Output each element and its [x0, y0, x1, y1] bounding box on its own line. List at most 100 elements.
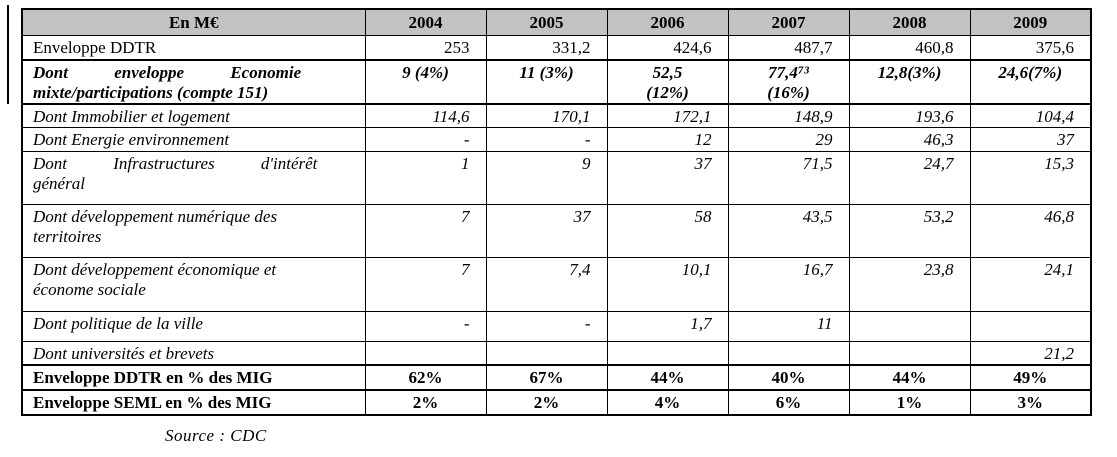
cell-value [727, 340, 850, 365]
row-infrastructures: Dont Infrastructures d'intérêt général 1… [21, 150, 1092, 205]
cell-value: 2% [485, 388, 608, 415]
page-edge-artifact-line [7, 5, 9, 104]
header-cell-year: 2006 [606, 8, 729, 36]
cell-value: 148,9 [727, 103, 850, 128]
cell-value: 9 [485, 150, 608, 205]
cell-value: 6% [727, 388, 850, 415]
cell-value: 170,1 [485, 103, 608, 128]
cell-value: 44% [848, 363, 971, 390]
cell-value: 71,5 [727, 150, 850, 205]
cell-value: 24,7 [848, 150, 971, 205]
cell-value: 11 (3%) [485, 59, 608, 105]
cell-value: 114,6 [364, 103, 487, 128]
row-immobilier: Dont Immobilier et logement 114,6 170,1 … [21, 103, 1092, 128]
cell-value: 29 [727, 126, 850, 152]
row-label: Enveloppe SEML en % des MIG [21, 388, 366, 415]
cell-value: 12 [606, 126, 729, 152]
cell-value: 44% [606, 363, 729, 390]
cell-value: 253 [364, 35, 487, 61]
row-numerique: Dont développement numérique des territo… [21, 203, 1092, 258]
row-label: Dont politique de la ville [21, 310, 366, 342]
cell-value: 460,8 [848, 35, 971, 61]
row-seml-pct-mig: Enveloppe SEML en % des MIG 2% 2% 4% 6% … [21, 388, 1092, 415]
cell-value: 52,5 (12%) [606, 59, 729, 105]
cell-value: 7 [364, 203, 487, 258]
cell-value: 1 [364, 150, 487, 205]
cell-value [848, 340, 971, 365]
cell-value: 7,4 [485, 256, 608, 312]
cell-value: 15,3 [969, 150, 1092, 205]
cell-value: 67% [485, 363, 608, 390]
header-cell-year: 2009 [969, 8, 1092, 36]
row-ddtr-pct-mig: Enveloppe DDTR en % des MIG 62% 67% 44% … [21, 363, 1092, 390]
cell-value: 62% [364, 363, 487, 390]
cell-value: 37 [606, 150, 729, 205]
cell-value: 24,1 [969, 256, 1092, 312]
cell-value: 104,4 [969, 103, 1092, 128]
cell-value: - [364, 126, 487, 152]
cell-value: 193,6 [848, 103, 971, 128]
cell-value: 7 [364, 256, 487, 312]
cell-value: 10,1 [606, 256, 729, 312]
cell-value: 11 [727, 310, 850, 342]
cell-value: 21,2 [969, 340, 1092, 365]
header-cell-year: 2008 [848, 8, 971, 36]
row-universites: Dont universités et brevets 21,2 [21, 340, 1092, 365]
row-label: Enveloppe DDTR [21, 35, 366, 61]
cell-value: 58 [606, 203, 729, 258]
cell-value: 172,1 [606, 103, 729, 128]
cell-value: 1,7 [606, 310, 729, 342]
cell-value: 46,8 [969, 203, 1092, 258]
row-economie-mixte: Dont enveloppe Economie mixte/participat… [21, 59, 1092, 105]
cell-value: 49% [969, 363, 1092, 390]
row-label: Dont Energie environnement [21, 126, 366, 152]
cell-value [364, 340, 487, 365]
cell-value: 12,8(3%) [848, 59, 971, 105]
cell-value [969, 310, 1092, 342]
cell-value: 3% [969, 388, 1092, 415]
row-label: Dont Infrastructures d'intérêt général [21, 150, 366, 205]
cell-value: 2% [364, 388, 487, 415]
cell-value: 37 [969, 126, 1092, 152]
table-header-row: En M€ 2004 2005 2006 2007 2008 2009 [21, 8, 1092, 36]
cell-value: 9 (4%) [364, 59, 487, 105]
row-label: Enveloppe DDTR en % des MIG [21, 363, 366, 390]
header-cell-year: 2004 [364, 8, 487, 36]
row-label: Dont développement numérique des territo… [21, 203, 366, 258]
cell-value: 375,6 [969, 35, 1092, 61]
cell-value [485, 340, 608, 365]
cell-value: 37 [485, 203, 608, 258]
row-label: Dont développement économique et économe… [21, 256, 366, 312]
cell-value: 331,2 [485, 35, 608, 61]
cell-value: 487,7 [727, 35, 850, 61]
row-politique-ville: Dont politique de la ville - - 1,7 11 [21, 310, 1092, 342]
row-enveloppe-ddtr: Enveloppe DDTR 253 331,2 424,6 487,7 460… [21, 35, 1092, 61]
cell-value: 53,2 [848, 203, 971, 258]
cell-value: - [364, 310, 487, 342]
cell-value: 24,6(7%) [969, 59, 1092, 105]
cell-value: 46,3 [848, 126, 971, 152]
header-cell-year: 2005 [485, 8, 608, 36]
financial-table: En M€ 2004 2005 2006 2007 2008 2009 Enve… [21, 8, 1092, 416]
cell-value: 16,7 [727, 256, 850, 312]
header-cell-unit: En M€ [21, 8, 366, 36]
cell-value: 43,5 [727, 203, 850, 258]
cell-value: 40% [727, 363, 850, 390]
row-label: Dont universités et brevets [21, 340, 366, 365]
cell-value: 424,6 [606, 35, 729, 61]
cell-value: 1% [848, 388, 971, 415]
cell-value [606, 340, 729, 365]
row-label: Dont enveloppe Economie mixte/participat… [21, 59, 366, 105]
row-energie: Dont Energie environnement - - 12 29 46,… [21, 126, 1092, 152]
cell-value: 23,8 [848, 256, 971, 312]
cell-value: - [485, 310, 608, 342]
header-cell-year: 2007 [727, 8, 850, 36]
row-label: Dont Immobilier et logement [21, 103, 366, 128]
cell-value: 4% [606, 388, 729, 415]
cell-value: 77,4⁷³ (16%) [727, 59, 850, 105]
source-note: Source : CDC [165, 426, 267, 445]
cell-value [848, 310, 971, 342]
row-dev-economique: Dont développement économique et économe… [21, 256, 1092, 312]
cell-value: - [485, 126, 608, 152]
